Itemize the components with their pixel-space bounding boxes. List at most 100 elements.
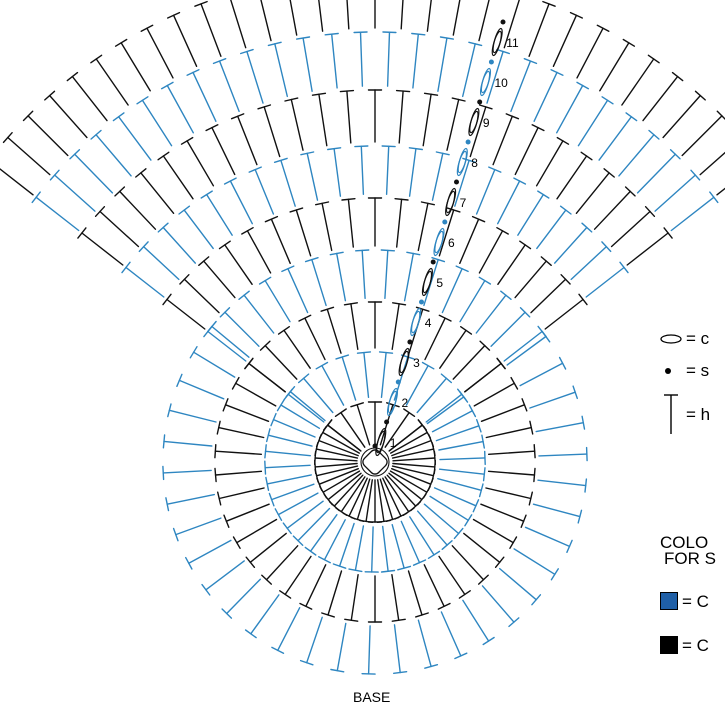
legend-color-a-text: = C [682, 591, 709, 611]
hdc-stitch [490, 307, 531, 347]
hdc-stitch [426, 0, 432, 32]
hdc-stitch [577, 96, 614, 147]
start-dot [372, 443, 378, 449]
hdc-stitch [486, 48, 510, 104]
hdc-stitch [160, 81, 195, 134]
hdc-stitch [378, 351, 394, 398]
hdc-stitch [198, 256, 236, 299]
row-number: 3 [413, 356, 420, 370]
chain-stitch [376, 427, 387, 454]
chain-stitch [457, 147, 468, 174]
hdc-stitch [267, 41, 288, 98]
color-a-swatch [660, 592, 678, 610]
hdc-stitch [439, 326, 473, 369]
hdc-stitch [282, 500, 324, 535]
hdc-stitch [77, 227, 124, 266]
hdc-stitch [556, 81, 590, 134]
hdc-stitch [284, 97, 304, 151]
hdc-stitch [230, 113, 258, 166]
hdc-stitch [438, 207, 461, 257]
hdc-stitch [112, 112, 152, 161]
hdc-stitch [454, 157, 477, 207]
hdc-stitch [517, 190, 550, 236]
hdc-stitch [481, 585, 520, 628]
hdc-stitch [315, 201, 333, 252]
hdc-stitch [452, 340, 491, 380]
hdc-stitch [207, 320, 250, 358]
hdc-stitch [431, 404, 477, 433]
hdc-stitch [178, 205, 214, 250]
hdc-stitch [716, 187, 725, 196]
hdc-stitch [367, 575, 383, 623]
chain-stitch [399, 347, 410, 374]
hdc-stitch [423, 257, 446, 307]
hdc-stitch [529, 385, 578, 409]
hdc-stitch [462, 599, 495, 646]
hdc-stitch [459, 215, 486, 264]
hdc-stitch [416, 510, 453, 550]
hdc-stitch [138, 241, 180, 281]
hdc-stitch [438, 434, 485, 451]
hdc-stitch [201, 560, 245, 596]
hdc-stitch [341, 197, 356, 248]
hdc-stitch [289, 207, 312, 257]
hdc-stitch [205, 124, 236, 176]
hdc-stitch [304, 514, 338, 556]
hdc-stitch [264, 460, 311, 475]
hdc-stitch [435, 419, 482, 442]
hdc-stitch [299, 616, 323, 666]
hdc-stitch [636, 148, 681, 194]
hdc-stitch [393, 624, 408, 674]
legend-color-b-text: = C [682, 635, 709, 655]
hdc-stitch [299, 564, 327, 610]
hdc-stitch [355, 249, 370, 299]
legend-hdc-text: = h [686, 404, 711, 424]
hdc-stitch [575, 168, 615, 215]
hdc-stitch [231, 376, 277, 407]
hdc-stitch [576, 24, 610, 79]
hdc-stitch [121, 261, 165, 298]
hdc-tee-icon [664, 394, 678, 434]
hdc-stitch [332, 522, 355, 569]
hdc-stitch [395, 89, 411, 144]
hdc-stitch [422, 92, 439, 147]
color-heading-line1: COLO [660, 533, 709, 552]
slip-stitch-dot [384, 419, 390, 425]
hdc-stitch [380, 249, 395, 299]
slip-stitch-dot [395, 379, 401, 385]
hdc-stitch [273, 157, 296, 207]
hdc-stitch [239, 48, 264, 104]
hdc-stitch [94, 205, 140, 248]
hdc-stitch [364, 526, 379, 573]
hdc-stitch [285, 386, 326, 422]
hdc-stitch [334, 408, 366, 448]
hdc-stitch [497, 240, 532, 285]
hdc-stitch [49, 169, 96, 212]
hdc-stitch [598, 112, 638, 161]
hdc-stitch [367, 479, 383, 523]
hdc-stitch [162, 293, 206, 330]
hdc-stitch [90, 54, 129, 106]
hdc-stitch [298, 314, 326, 361]
hdc-stitch [304, 257, 327, 307]
hdc-stitch [384, 408, 416, 448]
row-number: 4 [425, 316, 432, 330]
hdc-stitch [257, 104, 281, 158]
hdc-stitch [277, 326, 311, 369]
hdc-stitch [485, 420, 534, 439]
legend-hdc-row: = h [660, 392, 710, 436]
hdc-stitch [318, 0, 324, 32]
hdc-stitch [162, 465, 212, 481]
hdc-stitch [472, 518, 518, 549]
row-number: 8 [471, 156, 478, 170]
hdc-stitch [266, 428, 313, 447]
hdc-stitch [323, 419, 362, 452]
center-ring [360, 447, 390, 477]
legend-color-a-row: = C [660, 592, 709, 610]
hdc-stitch [367, 89, 383, 143]
hdc-stitch [451, 545, 489, 585]
hdc-stitch [462, 41, 483, 98]
hdc-stitch [216, 487, 265, 506]
hdc-stitch [162, 434, 213, 449]
slip-stitch-dot [477, 99, 483, 105]
